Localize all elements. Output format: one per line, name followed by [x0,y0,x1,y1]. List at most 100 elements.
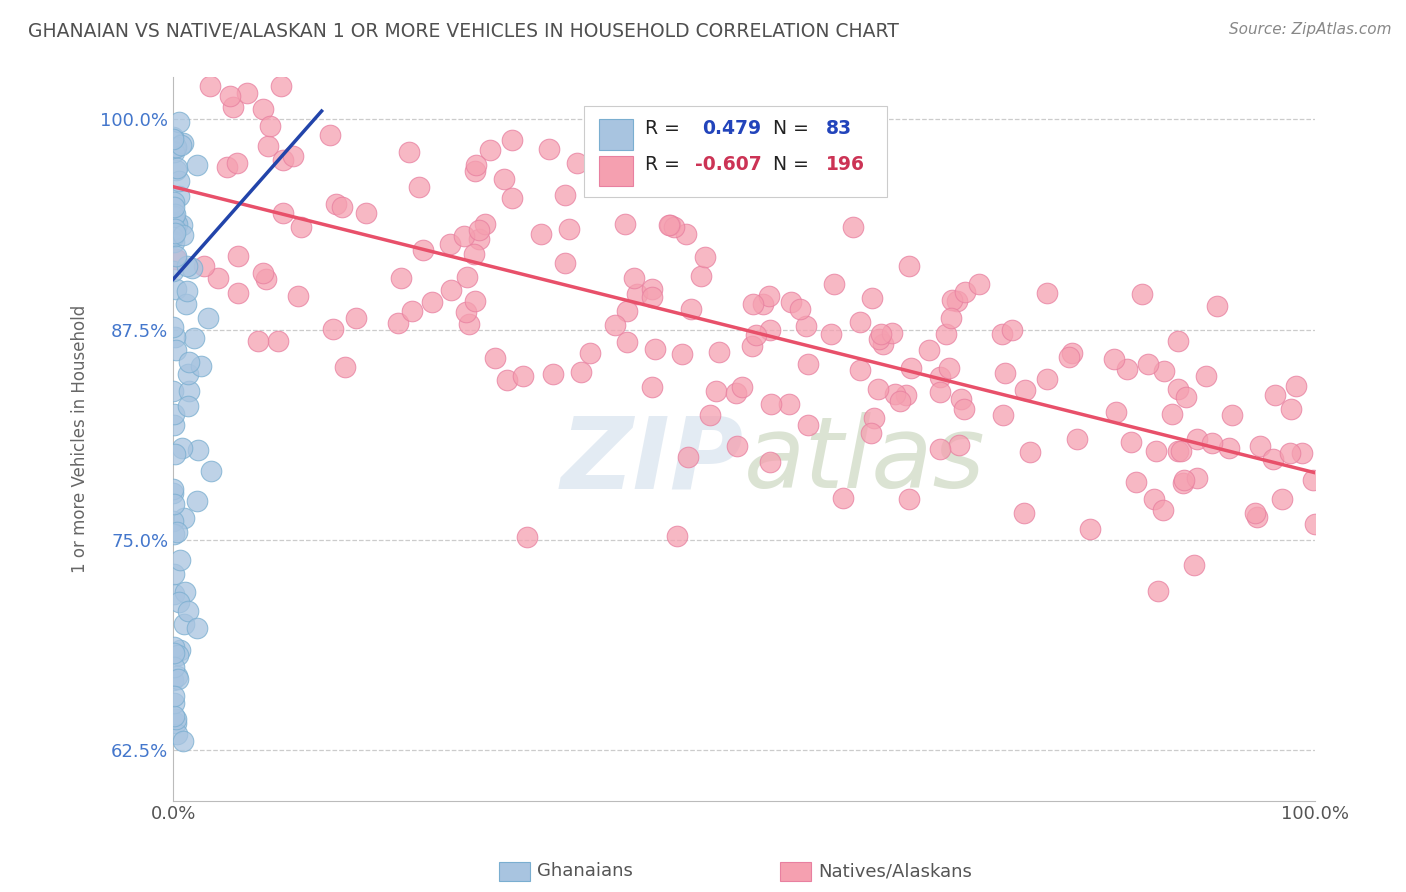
Point [613,217,636,231]
Point [226,249,249,263]
Point [163,141,186,155]
Point [578,345,600,359]
Point [492,171,515,186]
Point [163,708,186,723]
Point [1078,523,1101,537]
Point [165,330,187,344]
Point [344,311,367,326]
Point [183,331,205,345]
Point [1279,402,1302,417]
Point [704,384,727,398]
Point [420,294,443,309]
Point [994,366,1017,380]
Point [1218,441,1240,455]
Point [1195,368,1218,383]
Point [166,163,188,178]
Text: N =: N = [772,155,808,174]
Point [725,439,748,453]
Point [710,161,733,176]
Point [929,369,952,384]
Point [163,646,186,660]
Point [823,277,845,291]
Text: GHANAIAN VS NATIVE/ALASKAN 1 OR MORE VEHICLES IN HOUSEHOLD CORRELATION CHART: GHANAIAN VS NATIVE/ALASKAN 1 OR MORE VEH… [28,22,898,41]
Point [163,527,186,541]
Point [641,380,664,394]
Point [1167,382,1189,396]
Point [569,365,592,379]
Point [330,200,353,214]
Point [644,343,666,357]
Point [900,361,922,376]
Point [565,156,588,170]
Point [186,158,208,172]
Point [270,78,292,93]
Point [938,360,960,375]
Point [177,384,200,399]
Point [174,585,197,599]
Point [880,326,903,341]
Point [868,332,890,346]
Point [464,294,486,309]
Point [271,153,294,168]
Point [953,285,976,299]
Point [603,318,626,332]
Point [318,128,340,142]
Point [538,142,561,156]
Point [246,334,269,349]
Point [516,530,538,544]
Point [325,197,347,211]
Point [165,252,187,266]
Point [290,220,312,235]
Point [1171,475,1194,490]
Point [197,310,219,325]
Point [941,293,963,308]
Point [1167,334,1189,348]
Point [946,294,969,309]
Y-axis label: 1 or more Vehicles in Household: 1 or more Vehicles in Household [72,305,89,574]
Point [991,408,1014,422]
Point [1285,379,1308,393]
Point [170,219,193,233]
Point [780,294,803,309]
Point [671,347,693,361]
Point [862,411,884,425]
Point [254,271,277,285]
Point [897,259,920,273]
Point [1115,361,1137,376]
Point [1102,351,1125,366]
Point [665,529,688,543]
Point [458,317,481,331]
Point [1153,502,1175,516]
Point [512,369,534,384]
Point [162,486,184,500]
Point [759,323,782,337]
Point [186,621,208,635]
Point [177,367,200,381]
Point [1062,346,1084,360]
Point [849,363,872,377]
Point [1143,492,1166,507]
Point [162,194,184,209]
Point [1036,285,1059,300]
Text: 196: 196 [827,155,865,174]
Point [935,327,957,342]
Point [658,219,681,233]
Text: R =: R = [645,155,679,174]
Point [1182,558,1205,572]
Point [387,316,409,330]
Point [1187,432,1209,446]
Point [1206,299,1229,313]
Text: Ghanaians: Ghanaians [537,863,633,880]
Bar [599,155,633,186]
Point [165,716,187,731]
Point [163,200,186,214]
Text: Source: ZipAtlas.com: Source: ZipAtlas.com [1229,22,1392,37]
Bar [599,120,633,150]
Point [172,136,194,150]
Point [1261,451,1284,466]
Point [689,268,711,283]
Point [479,143,502,157]
Point [744,327,766,342]
Point [225,156,247,170]
Point [991,327,1014,342]
